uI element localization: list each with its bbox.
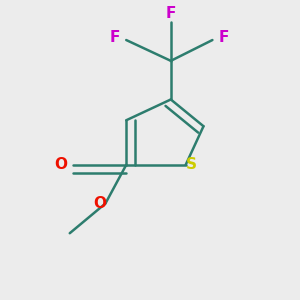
Text: S: S [186,158,197,172]
Text: F: F [166,6,176,21]
Text: F: F [219,30,230,45]
Text: F: F [109,30,119,45]
Text: O: O [93,196,106,211]
Text: O: O [54,158,67,172]
